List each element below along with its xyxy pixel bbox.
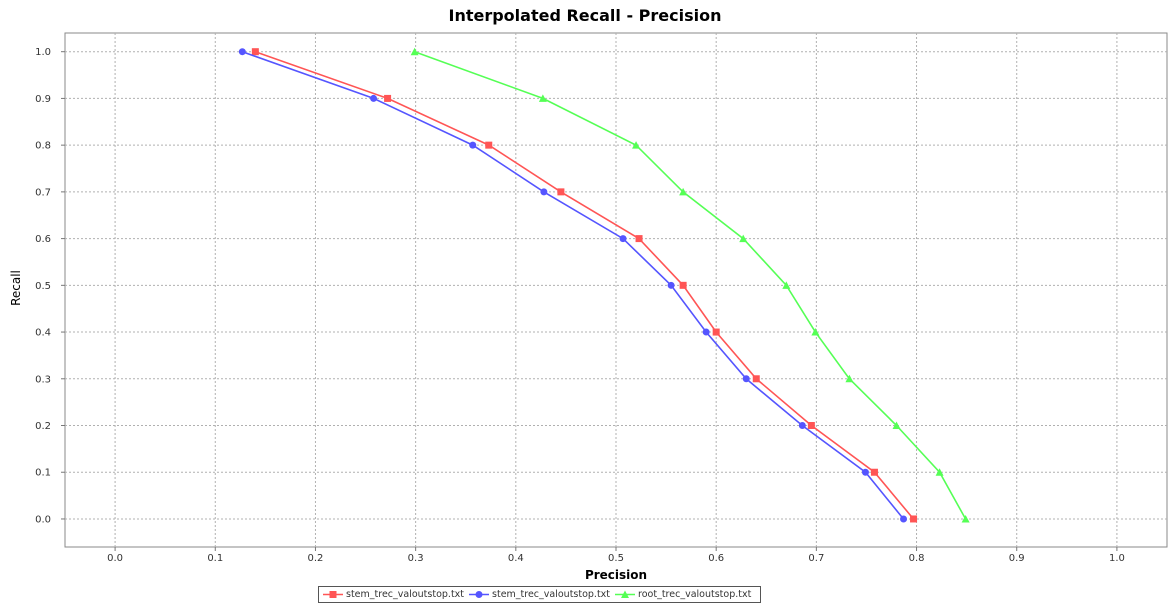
data-point-circle [702,328,710,336]
x-tick-label: 1.0 [1109,553,1125,564]
y-tick-label: 0.1 [35,468,51,479]
x-tick-label: 0.9 [1009,553,1025,564]
x-tick-label: 0.0 [107,553,123,564]
data-point-circle [900,515,908,523]
x-tick-label: 0.7 [808,553,824,564]
data-point-square [712,328,720,336]
legend-swatch [323,591,343,598]
legend-item: root_trec_valoutstop.txt [615,589,751,600]
x-axis-label: Precision [585,568,647,582]
legend-label: stem_trec_valoutstop.txt [492,589,611,600]
y-tick-label: 0.3 [35,374,51,385]
data-point-square [384,94,392,102]
data-point-circle [861,468,869,476]
data-point-triangle [679,187,688,196]
data-point-square [485,141,493,149]
data-point-circle [619,235,627,243]
data-point-triangle [538,94,547,102]
chart-title: Interpolated Recall - Precision [448,6,722,25]
data-point-square [807,422,815,430]
y-tick-label: 0.5 [35,281,51,292]
x-tick-label: 0.6 [708,553,724,564]
y-tick-label: 0.8 [35,141,51,152]
data-point-square [752,375,760,383]
x-tick-label: 0.8 [909,553,925,564]
series-0 [251,48,918,523]
data-point-square [557,188,565,196]
legend-swatch [469,591,490,598]
data-point-square [251,48,259,56]
y-tick-label: 0.9 [35,94,51,105]
data-point-circle [475,591,483,598]
data-point-square [635,235,643,243]
y-tick-label: 0.2 [35,421,51,432]
data-point-circle [238,48,246,56]
data-point-triangle [632,141,641,149]
y-tick-label: 0.0 [35,514,51,525]
x-tick-label: 0.4 [508,553,524,564]
legend: stem_trec_valoutstop.txt stem_trec_valout… [318,586,762,603]
x-tick-label: 0.5 [608,553,624,564]
data-point-square [910,515,918,523]
data-point-circle [667,281,675,289]
data-point-circle [540,188,548,196]
data-point-triangle [845,374,854,383]
data-point-triangle [892,421,901,430]
x-tick-label: 0.3 [408,553,424,564]
data-point-square [870,468,878,476]
y-tick-label: 0.6 [35,234,51,245]
data-point-triangle [811,328,820,336]
data-point-triangle [410,47,419,56]
data-point-circle [469,141,477,149]
legend-item: stem_trec_valoutstop.txt [469,589,610,600]
data-point-circle [742,375,750,383]
data-point-triangle [739,234,748,243]
x-tick-label: 0.2 [308,553,324,564]
data-point-triangle [935,468,944,476]
legend-label: stem_trec_valoutstop.txt [346,589,465,600]
data-point-triangle [621,590,630,598]
legend-item: stem_trec_valoutstop.txt [323,589,464,600]
data-point-square [679,281,687,289]
data-point-circle [798,422,806,430]
y-tick-label: 1.0 [35,47,51,58]
series-1 [238,48,908,523]
data-point-square [329,591,337,598]
data-point-circle [370,94,378,102]
series-2 [410,47,970,523]
data-point-triangle [961,514,970,523]
x-tick-label: 0.1 [207,553,223,564]
legend-swatch [615,590,636,598]
y-tick-label: 0.7 [35,187,51,198]
y-tick-label: 0.4 [35,328,51,339]
legend-label: root_trec_valoutstop.txt [638,589,752,600]
data-point-triangle [782,281,791,289]
y-axis-label: Recall [9,270,23,306]
